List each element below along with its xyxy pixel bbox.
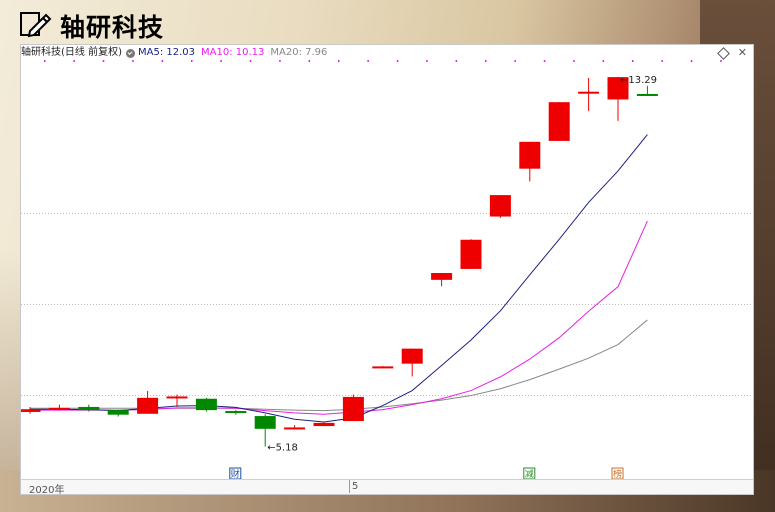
candle-body <box>166 396 188 399</box>
candle-body <box>401 348 423 364</box>
candle-body <box>313 422 335 427</box>
event-marker-label: 减 <box>525 468 534 480</box>
top-dot <box>308 60 311 62</box>
time-axis: 2020年 5 <box>21 479 753 496</box>
top-dot <box>73 60 75 62</box>
candle-body <box>489 195 511 217</box>
candle-body <box>607 77 629 100</box>
ma5-label: MA5: 12.03 <box>137 47 195 58</box>
event-marker-label: 榜 <box>613 468 622 480</box>
top-dot <box>426 60 428 62</box>
ma20-label: MA20: 7.96 <box>270 47 328 58</box>
month-tick <box>349 480 350 493</box>
top-dot <box>720 60 722 62</box>
low-price-label: ←5.18 <box>267 443 298 454</box>
candle-body <box>460 239 482 269</box>
ma20-line <box>30 319 648 412</box>
kline-chart-panel[interactable]: 轴研科技(日线 前复权) MA5: 12.03 MA10: 10.13 MA20… <box>20 44 754 496</box>
panel-controls: ✕ <box>716 46 747 60</box>
ma5-line <box>30 134 648 423</box>
top-dot <box>514 60 516 62</box>
candle-body <box>137 397 159 414</box>
top-dot <box>632 60 634 62</box>
top-dot <box>690 60 693 62</box>
high-price-label: ←13.29 <box>620 75 657 86</box>
candle-body <box>107 410 129 415</box>
top-dot <box>455 60 458 62</box>
month-label: 5 <box>352 481 359 492</box>
ma-toggle-icon[interactable] <box>125 48 135 58</box>
candlestick-chart: ←13.29 ←5.18 财 减 榜 <box>21 60 753 480</box>
top-dot <box>543 60 546 62</box>
year-label: 2020年 <box>29 485 65 496</box>
indicator-bar: 轴研科技(日线 前复权) MA5: 12.03 MA10: 10.13 MA20… <box>21 45 753 61</box>
top-dot <box>161 60 164 62</box>
ma10-label: MA10: 10.13 <box>201 47 265 58</box>
top-dot <box>44 60 46 62</box>
candle-body <box>225 411 247 414</box>
pencil-icon <box>20 12 52 38</box>
stock-label: 轴研科技(日线 前复权) <box>21 47 122 58</box>
event-marker-label: 财 <box>231 468 240 480</box>
candle-body <box>342 396 364 422</box>
top-dot <box>191 60 193 62</box>
top-dot <box>485 60 487 62</box>
top-dot <box>367 60 369 62</box>
candle-body <box>548 102 570 141</box>
candle-body <box>195 398 217 411</box>
candle-body <box>578 91 600 94</box>
top-dot <box>338 60 340 62</box>
candle-body <box>519 141 541 169</box>
candle-body <box>636 93 658 96</box>
candle-body <box>21 409 41 412</box>
candle-body <box>284 427 306 430</box>
top-dot <box>220 60 222 62</box>
candle-body <box>431 273 453 280</box>
close-icon[interactable]: ✕ <box>737 46 747 59</box>
page-header: 轴研科技 <box>18 8 164 44</box>
page-title: 轴研科技 <box>60 13 165 42</box>
candle-body <box>254 416 276 429</box>
top-dot <box>132 60 134 62</box>
top-dot <box>102 60 105 62</box>
ma10-line <box>30 220 648 415</box>
top-dot <box>573 60 575 62</box>
top-dot <box>602 60 605 62</box>
candle-body <box>372 366 394 369</box>
top-dot <box>279 60 281 62</box>
top-dot <box>661 60 663 62</box>
top-dot <box>396 60 399 62</box>
top-dot <box>249 60 252 62</box>
candle-body <box>78 406 100 411</box>
candle-body <box>48 407 70 410</box>
